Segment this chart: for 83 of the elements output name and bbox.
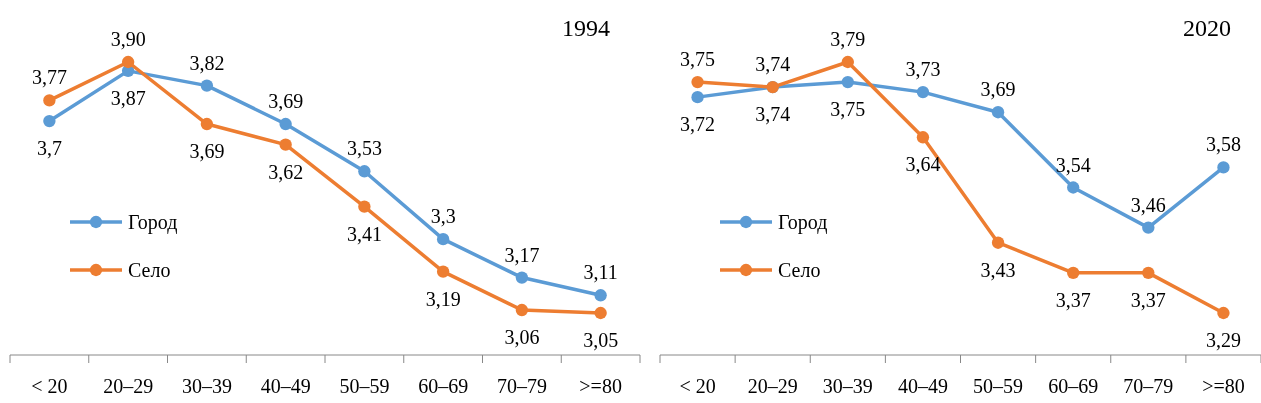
point: [279, 138, 292, 151]
point: [594, 306, 607, 320]
point: [279, 117, 292, 131]
x-tick-label: 40–49: [897, 375, 948, 397]
x-tick-label: 30–39: [822, 375, 873, 397]
point: [121, 55, 135, 69]
point: [515, 303, 529, 317]
data-label: 3,75: [680, 48, 716, 71]
point: [436, 233, 450, 246]
data-label: 3,46: [1130, 193, 1166, 216]
data-label: 3,11: [583, 261, 618, 284]
data-label: 3,64: [905, 153, 941, 176]
x-tick-label: < 20: [31, 375, 68, 397]
data-label: 3,73: [905, 58, 941, 81]
data-label: 3,74: [755, 53, 791, 76]
x-tick-label: 70–79: [496, 375, 547, 397]
point: [1142, 266, 1155, 280]
point: [991, 106, 1005, 119]
x-tick-label: < 20: [679, 375, 716, 397]
point: [515, 271, 529, 284]
data-label: 3,62: [268, 160, 304, 183]
point: [691, 75, 704, 89]
data-label: 3,37: [1130, 288, 1166, 311]
x-tick-label: >=80: [1202, 375, 1245, 397]
point: [594, 289, 607, 302]
point: [841, 75, 854, 89]
point: [841, 55, 854, 69]
x-tick-label: 50–59: [339, 375, 390, 397]
data-label: 3,69: [980, 78, 1016, 101]
point: [358, 165, 371, 178]
data-label: 3,43: [980, 258, 1016, 281]
point: [358, 200, 371, 213]
data-label: 3,75: [830, 98, 866, 121]
data-label: 3,90: [110, 28, 146, 50]
data-label: 3,53: [346, 137, 382, 160]
x-tick-label: 20–29: [747, 375, 798, 397]
x-tick-label: 20–29: [103, 375, 154, 397]
x-tick-label: 60–69: [1048, 375, 1099, 397]
point: [1067, 181, 1080, 194]
point: [1067, 266, 1080, 280]
point: [1142, 221, 1155, 234]
point: [43, 94, 56, 107]
point: [43, 114, 56, 128]
point: [916, 85, 930, 99]
data-label: 3,79: [830, 28, 866, 50]
data-label: 3,69: [189, 140, 225, 163]
data-label: 3,17: [504, 243, 540, 266]
point: [916, 131, 930, 144]
data-label: 3,74: [755, 103, 791, 126]
data-label: 3,19: [425, 287, 461, 310]
x-tick-label: 40–49: [260, 375, 311, 397]
data-label: 3,54: [1055, 153, 1091, 176]
data-label: 3,41: [346, 222, 382, 245]
x-tick-label: 60–69: [418, 375, 469, 397]
point: [1217, 306, 1230, 320]
x-tick-label: 30–39: [181, 375, 232, 397]
chart-title: 1994: [562, 15, 610, 41]
data-label: 3,82: [189, 51, 225, 74]
data-label: 3,87: [110, 86, 146, 109]
x-tick-label: 70–79: [1123, 375, 1174, 397]
data-label: 3,29: [1205, 329, 1241, 351]
data-label: 3,37: [1055, 288, 1091, 311]
data-label: 3,58: [1205, 133, 1241, 156]
legend-label: Город: [128, 211, 178, 234]
legend-label: Село: [778, 259, 821, 281]
data-label: 3,69: [268, 90, 304, 113]
data-label: 3,72: [680, 113, 716, 136]
legend-label: Село: [128, 259, 171, 281]
point: [1217, 161, 1230, 174]
x-tick-label: >=80: [579, 375, 622, 397]
point: [200, 79, 214, 92]
point: [436, 265, 450, 278]
data-label: 3,77: [31, 66, 67, 89]
data-label: 3,06: [504, 326, 540, 349]
data-label: 3,05: [583, 329, 619, 351]
x-tick-label: 50–59: [973, 375, 1024, 397]
point: [691, 90, 704, 104]
data-label: 3,3: [430, 205, 456, 228]
chart-title: 2020: [1183, 15, 1231, 41]
legend-label: Город: [778, 211, 828, 234]
point: [200, 117, 214, 131]
point: [991, 236, 1005, 249]
data-label: 3,7: [36, 137, 62, 160]
